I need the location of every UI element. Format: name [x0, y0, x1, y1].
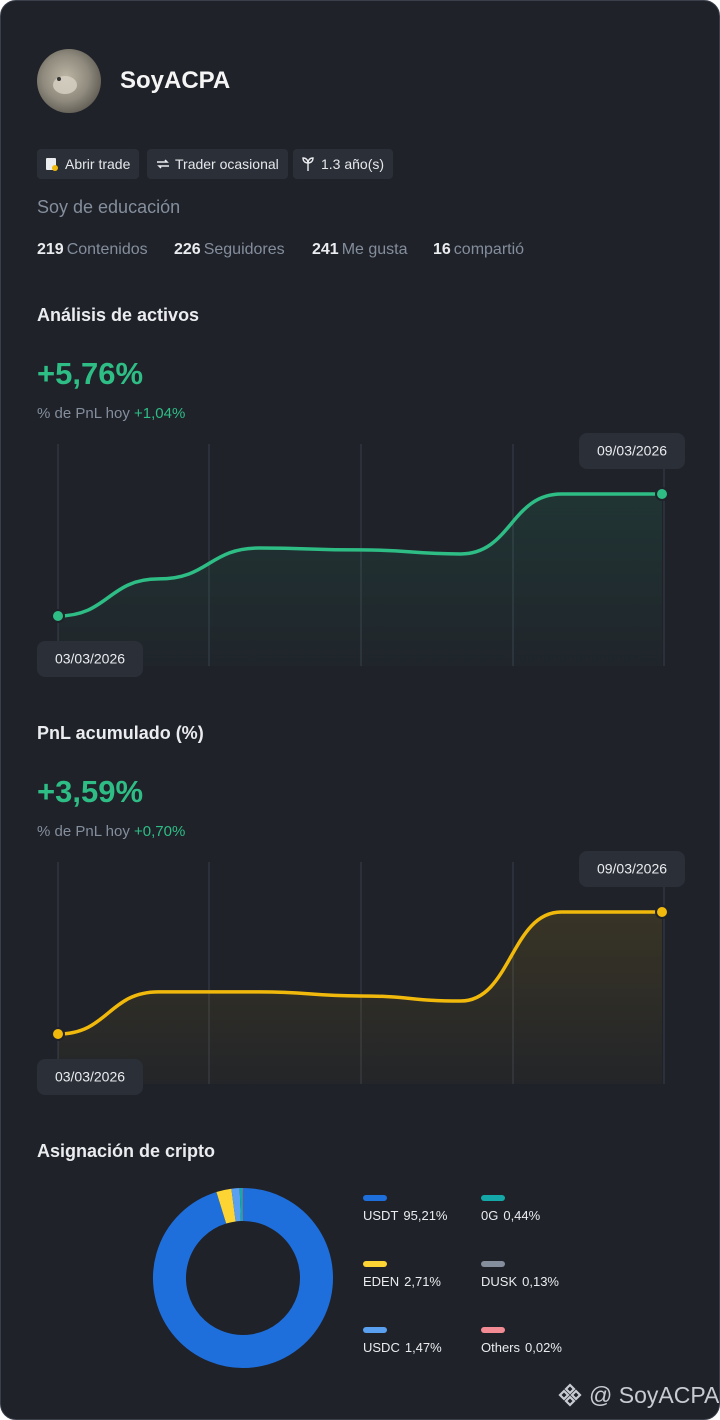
- stat: 241 Me gusta: [312, 241, 408, 259]
- avatar: [37, 49, 101, 113]
- date-label: 03/03/2026: [55, 1069, 125, 1085]
- legend-name: DUSK: [481, 1274, 517, 1289]
- legend-entry: DUSK 0,13%: [481, 1274, 559, 1289]
- stat-value: 226: [174, 241, 201, 258]
- legend-swatch: [363, 1195, 387, 1201]
- stat-label: Seguidores: [203, 241, 285, 258]
- stat-value: 16: [433, 241, 451, 258]
- username: SoyACPA: [120, 67, 231, 94]
- legend-swatch: [481, 1327, 505, 1333]
- legend-name: USDC: [363, 1340, 400, 1355]
- point-marker: [51, 1027, 65, 1041]
- legend-value: 0,13%: [522, 1274, 559, 1289]
- legend-value: 95,21%: [403, 1208, 448, 1223]
- legend-swatch: [481, 1195, 505, 1201]
- stat: 219 Contenidos: [37, 241, 148, 259]
- stat-label: compartió: [453, 241, 525, 258]
- date-pill: [579, 433, 685, 469]
- legend-entry: EDEN 2,71%: [363, 1274, 441, 1289]
- badge-text: Trader ocasional: [175, 156, 279, 172]
- date-pill: [37, 641, 143, 677]
- badge-icon: [302, 157, 314, 171]
- area: [58, 912, 662, 1084]
- legend-value: 0,02%: [525, 1340, 562, 1355]
- badge: 1.3 año(s): [293, 149, 394, 179]
- pnl-label: % de PnL hoy: [37, 823, 130, 840]
- pnl-today: % de PnL hoy +1,04%: [37, 405, 185, 422]
- legend-swatch: [363, 1261, 387, 1267]
- headline-value: +5,76%: [37, 356, 144, 391]
- donut-segment: [216, 1188, 236, 1224]
- date-pill: [37, 1059, 143, 1095]
- area: [58, 494, 662, 666]
- line: [56, 492, 664, 618]
- legend-value: 1,47%: [405, 1340, 442, 1355]
- badge-icon: [157, 159, 169, 169]
- line: [56, 910, 664, 1036]
- pnl-value: +1,04%: [134, 405, 186, 422]
- pnl-label: % de PnL hoy: [37, 405, 130, 422]
- donut-segment: [231, 1188, 242, 1222]
- section-title: Asignación de cripto: [37, 1141, 216, 1161]
- legend-name: USDT: [363, 1208, 398, 1223]
- stat-value: 219: [37, 241, 64, 258]
- date-label: 09/03/2026: [597, 443, 667, 459]
- date-label: 09/03/2026: [597, 861, 667, 877]
- badge-icon: [46, 158, 58, 171]
- date-pill: [579, 851, 685, 887]
- date-label: 03/03/2026: [55, 651, 125, 667]
- legend-entry: 0G 0,44%: [481, 1208, 541, 1223]
- section-title: PnL acumulado (%): [37, 723, 204, 743]
- headline-value: +3,59%: [37, 774, 144, 809]
- logo: [558, 1383, 582, 1407]
- badge-text: 1.3 año(s): [321, 156, 385, 172]
- stat: 226 Seguidores: [174, 241, 285, 259]
- badge: Trader ocasional: [147, 149, 288, 179]
- stat-label: Contenidos: [66, 241, 148, 258]
- legend-entry: Others 0,02%: [481, 1340, 562, 1355]
- stat: 16 compartió: [433, 241, 524, 259]
- legend-value: 2,71%: [404, 1274, 441, 1289]
- badge-text: Abrir trade: [65, 156, 131, 172]
- legend-swatch: [363, 1327, 387, 1333]
- point-marker: [51, 609, 65, 623]
- badge: Abrir trade: [37, 149, 140, 179]
- donut-segment: [153, 1188, 333, 1368]
- point-marker: [655, 905, 669, 919]
- legend-entry: USDC 1,47%: [363, 1340, 442, 1355]
- legend-entry: USDT 95,21%: [363, 1208, 448, 1223]
- legend-value: 0,44%: [503, 1208, 540, 1223]
- legend-name: 0G: [481, 1208, 498, 1223]
- section-title: Análisis de activos: [37, 305, 200, 325]
- stat-value: 241: [312, 241, 339, 258]
- watermark: @ SoyACPA: [589, 1382, 720, 1408]
- legend-swatch: [481, 1261, 505, 1267]
- bio: Soy de educación: [37, 197, 181, 217]
- legend-name: EDEN: [363, 1274, 399, 1289]
- pnl-today: % de PnL hoy +0,70%: [37, 823, 185, 840]
- pnl-value: +0,70%: [134, 823, 186, 840]
- stat-label: Me gusta: [341, 241, 408, 258]
- point-marker: [655, 487, 669, 501]
- legend-name: Others: [481, 1340, 521, 1355]
